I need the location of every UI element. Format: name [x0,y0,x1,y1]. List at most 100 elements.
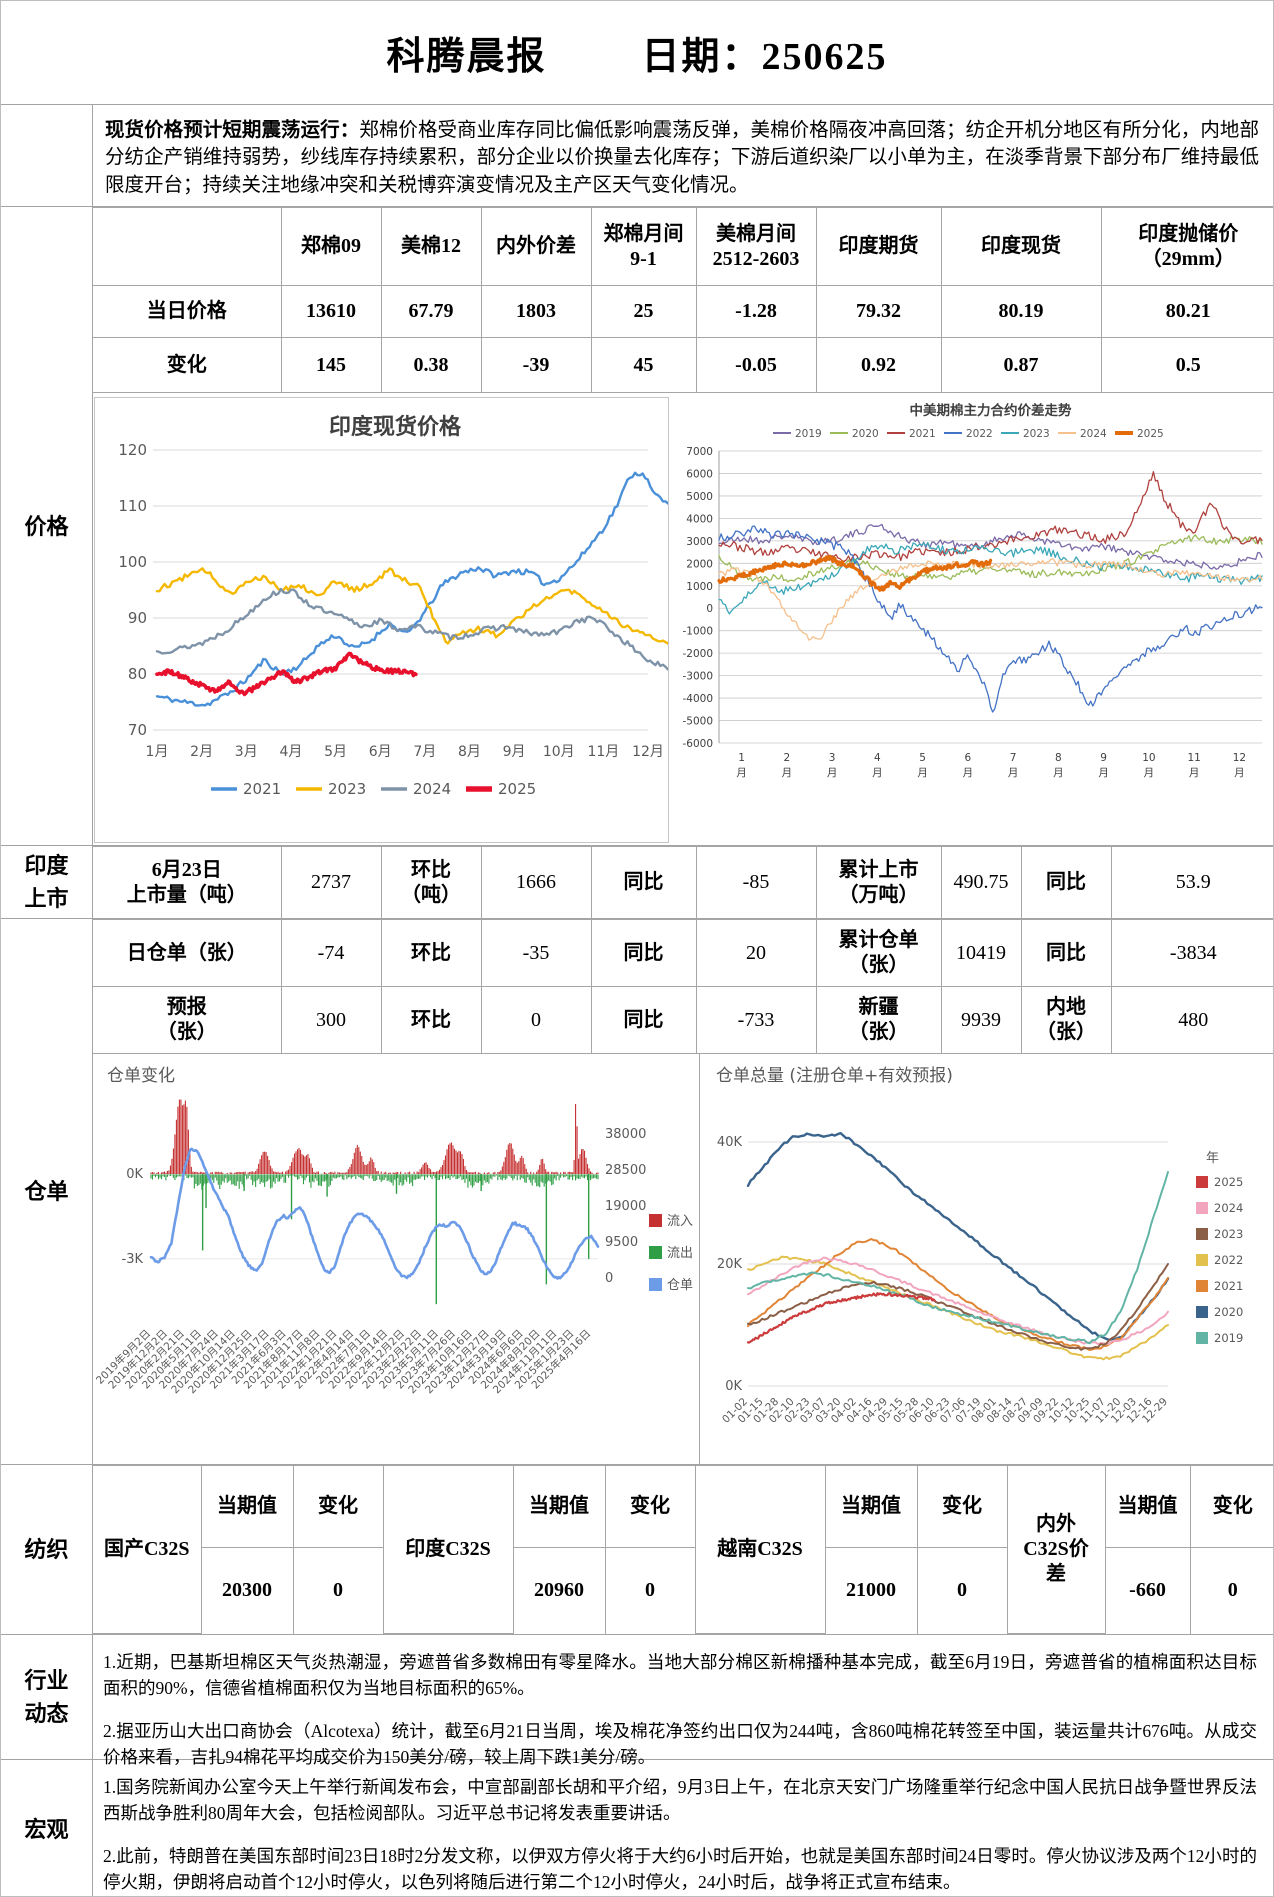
receipt-label: 同比 [590,919,697,987]
svg-text:9500: 9500 [605,1235,638,1250]
svg-text:月: 月 [1144,767,1155,779]
listing-label: 同比 [590,846,697,919]
svg-text:70: 70 [128,721,147,739]
svg-text:2021: 2021 [243,780,281,798]
svg-text:2025: 2025 [498,780,536,798]
svg-text:3000: 3000 [686,536,713,548]
price-column-header: 印度现货 [940,207,1102,286]
price-section: 价格 郑棉09 美棉12 内外价差 郑棉月间 9-1 美棉月间 2512-2603 印度期… [1,206,1273,845]
svg-text:28500: 28500 [605,1163,646,1178]
svg-text:8: 8 [1055,752,1062,764]
price-column-header: 郑棉09 [280,207,382,286]
listing-label: 环比 （吨） [380,846,482,919]
yarn-current-header: 当期值 [200,1465,294,1548]
svg-text:仓单: 仓单 [667,1278,693,1293]
svg-text:5月: 5月 [324,744,347,760]
yarn-current-value: 20960 [512,1547,606,1634]
textile-section: 纺织 国产C32S 当期值 变化 印度C32S 当期值 变化 越南C32S 当期值 变化 内外 C… [1,1464,1273,1634]
svg-text:2024: 2024 [1080,428,1107,440]
svg-text:110: 110 [118,497,147,515]
svg-text:中美期棉主力合约价差走势: 中美期棉主力合约价差走势 [910,402,1072,419]
macro-news-text: 1.国务院新闻办公室今天上午举行新闻发布会，中宣部副部长胡和平介绍，9月3日上午… [93,1760,1273,1896]
industry-news-text: 1.近期，巴基斯坦棉区天气炎热潮湿，旁遮普省多数棉田有零星降水。当地大部分棉区新… [93,1635,1273,1767]
price-row-label: 当日价格 [93,285,282,338]
yarn-group-name: 内外 C32S价 差 [1006,1465,1106,1634]
svg-text:1: 1 [738,752,745,764]
svg-text:流入: 流入 [667,1214,693,1229]
receipt-label: 同比 [590,986,697,1054]
svg-text:印度现货价格: 印度现货价格 [329,414,462,440]
svg-text:11: 11 [1187,752,1200,764]
svg-text:19000: 19000 [605,1199,646,1214]
svg-text:流出: 流出 [667,1246,693,1261]
receipt-value: -35 [480,919,592,987]
receipt-value: 300 [280,986,382,1054]
price-change-value: 45 [590,337,697,393]
svg-text:11月: 11月 [587,744,619,760]
svg-text:4: 4 [874,752,881,764]
listing-value: 2737 [280,846,382,919]
receipt-label: 预报 （张） [93,986,282,1054]
svg-text:月: 月 [736,767,747,779]
svg-text:0K: 0K [725,1379,742,1394]
price-column-header: 美棉月间 2512-2603 [695,207,817,286]
svg-text:仓单总量 (注册仓单+有效预报): 仓单总量 (注册仓单+有效预报) [716,1066,953,1086]
summary-row: 现货价格预计短期震荡运行：郑棉价格受商业库存同比偏低影响震荡反弹，美棉价格隔夜冲… [1,104,1273,206]
receipt-label: 新疆 （张） [815,986,942,1054]
yarn-group-name: 国产C32S [93,1465,202,1634]
receipt-change-chart: 仓单变化 0K -3K 38000 28500 19000 9500 0 流入 流出 仓单 2019年… [93,1054,700,1464]
cn-us-spread-chart: 中美期棉主力合约价差走势 2019 2020 2021 2022 2023 2024 2025… [669,393,1273,845]
receipt-value: 10419 [940,919,1022,987]
price-value: 25 [590,285,697,338]
svg-text:月: 月 [1234,767,1245,779]
price-value: 80.21 [1100,285,1273,338]
yarn-change-value: 0 [292,1547,384,1634]
svg-text:月: 月 [872,767,883,779]
svg-text:6: 6 [965,752,972,764]
svg-text:2019: 2019 [1214,1331,1243,1345]
price-row-label: 变化 [93,337,282,393]
svg-text:3: 3 [829,752,836,764]
price-change-value: 0.38 [380,337,482,393]
price-change-value: -39 [480,337,592,393]
receipt-label: 环比 [380,986,482,1054]
news-paragraph: 1.国务院新闻办公室今天上午举行新闻发布会，中宣部副部长胡和平介绍，9月3日上午… [103,1777,1257,1824]
listing-label: 累计上市 （万吨） [815,846,942,919]
news-paragraph: 1.近期，巴基斯坦棉区天气炎热潮湿，旁遮普省多数棉田有零星降水。当地大部分棉区新… [103,1652,1257,1699]
yarn-current-value: 21000 [824,1547,918,1634]
svg-text:月: 月 [1008,767,1019,779]
summary-paragraph: 现货价格预计短期震荡运行：郑棉价格受商业库存同比偏低影响震荡反弹，美棉价格隔夜冲… [93,105,1273,206]
svg-text:2022: 2022 [1214,1253,1243,1267]
svg-text:0: 0 [706,603,713,615]
svg-text:100: 100 [118,553,147,571]
listing-value: 490.75 [940,846,1022,919]
price-value: 80.19 [940,285,1102,338]
svg-text:月: 月 [1053,767,1064,779]
svg-text:5: 5 [919,752,926,764]
receipt-value: 480 [1110,986,1273,1054]
price-column-header: 内外价差 [480,207,592,286]
svg-text:-4000: -4000 [682,693,713,705]
yarn-change-header: 变化 [1189,1465,1273,1548]
price-change-value: 0.5 [1100,337,1273,393]
svg-text:4月: 4月 [279,744,302,760]
svg-text:月: 月 [782,767,793,779]
india-listing-table: 6月23日 上市量（吨） 2737 环比 （吨） 1666 同比 -85 累计上市 （万吨）… [93,846,1273,919]
svg-text:8月: 8月 [458,744,481,760]
svg-text:-3000: -3000 [682,671,713,683]
receipt-label: 日仓单（张） [93,919,282,987]
svg-text:2019: 2019 [795,428,822,440]
svg-text:0: 0 [605,1271,613,1286]
yarn-current-value: -660 [1104,1547,1191,1634]
svg-text:4000: 4000 [686,513,713,525]
receipt-value: 9939 [940,986,1022,1054]
warehouse-charts: 仓单变化 0K -3K 38000 28500 19000 9500 0 流入 流出 仓单 2019 年… [93,1054,1273,1464]
yarn-current-value: 20300 [201,1547,294,1634]
news-paragraph: 2.据亚历山大出口商协会（Alcotexa）统计，截至6月21日当周，埃及棉花净… [103,1720,1257,1767]
svg-text:5000: 5000 [686,491,713,503]
price-column-header: 美棉12 [380,207,482,286]
price-change-value: 0.92 [815,337,942,393]
svg-text:2023: 2023 [1214,1227,1243,1241]
yarn-current-header: 当期值 [512,1465,606,1548]
